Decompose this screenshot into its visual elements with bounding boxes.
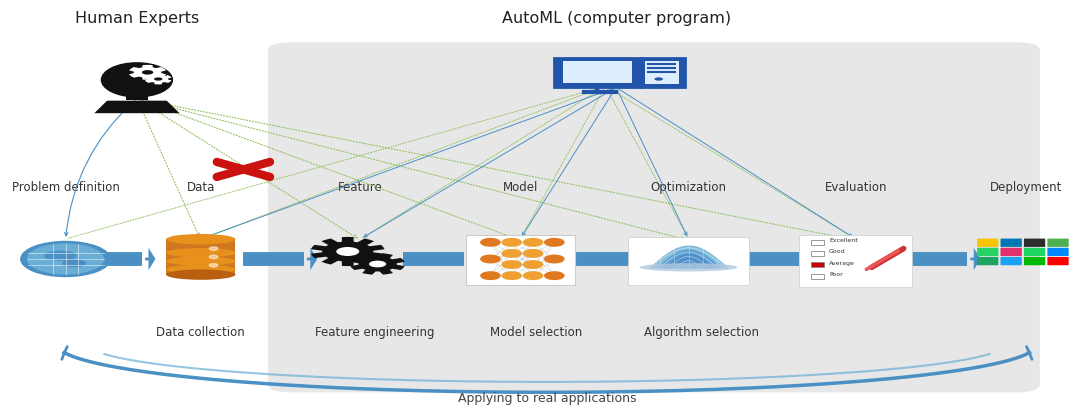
Circle shape xyxy=(336,247,360,256)
Ellipse shape xyxy=(166,265,235,274)
Circle shape xyxy=(544,239,564,246)
Text: Problem definition: Problem definition xyxy=(12,181,120,194)
Circle shape xyxy=(544,255,564,263)
Ellipse shape xyxy=(166,248,235,257)
FancyBboxPatch shape xyxy=(1048,257,1068,265)
Polygon shape xyxy=(145,74,172,84)
Text: Data: Data xyxy=(187,181,215,194)
Ellipse shape xyxy=(44,251,76,260)
FancyBboxPatch shape xyxy=(640,58,686,87)
Text: Algorithm selection: Algorithm selection xyxy=(644,326,759,339)
Circle shape xyxy=(21,242,110,276)
FancyBboxPatch shape xyxy=(977,257,998,265)
Circle shape xyxy=(28,244,104,274)
FancyBboxPatch shape xyxy=(811,240,824,245)
Circle shape xyxy=(544,272,564,279)
Circle shape xyxy=(369,260,387,268)
Circle shape xyxy=(502,250,522,257)
Circle shape xyxy=(502,261,522,268)
FancyBboxPatch shape xyxy=(465,235,575,285)
Ellipse shape xyxy=(166,257,235,266)
Polygon shape xyxy=(94,101,179,113)
Circle shape xyxy=(524,261,542,268)
Circle shape xyxy=(481,272,500,279)
FancyBboxPatch shape xyxy=(627,237,750,285)
Text: Feature engineering: Feature engineering xyxy=(314,326,434,339)
Text: Human Experts: Human Experts xyxy=(75,11,199,26)
Circle shape xyxy=(502,239,522,246)
Circle shape xyxy=(210,247,218,250)
Circle shape xyxy=(141,70,153,74)
FancyBboxPatch shape xyxy=(811,273,824,278)
Text: Excellent: Excellent xyxy=(829,238,858,243)
Circle shape xyxy=(654,77,663,81)
FancyBboxPatch shape xyxy=(1000,239,1022,247)
FancyBboxPatch shape xyxy=(977,248,998,256)
FancyBboxPatch shape xyxy=(1000,248,1022,256)
FancyBboxPatch shape xyxy=(1048,239,1068,247)
Ellipse shape xyxy=(639,263,738,272)
FancyBboxPatch shape xyxy=(1048,248,1068,256)
FancyBboxPatch shape xyxy=(554,58,640,87)
FancyBboxPatch shape xyxy=(268,42,1040,393)
FancyBboxPatch shape xyxy=(1024,248,1045,256)
Circle shape xyxy=(524,250,542,257)
Polygon shape xyxy=(129,65,166,80)
Text: Applying to real applications: Applying to real applications xyxy=(458,392,636,405)
Ellipse shape xyxy=(166,270,235,280)
Text: Feature: Feature xyxy=(338,181,383,194)
Circle shape xyxy=(210,255,218,259)
FancyBboxPatch shape xyxy=(1024,239,1045,247)
Circle shape xyxy=(524,272,542,279)
FancyBboxPatch shape xyxy=(563,61,632,83)
Circle shape xyxy=(524,239,542,246)
FancyBboxPatch shape xyxy=(811,263,824,268)
FancyBboxPatch shape xyxy=(1024,257,1045,265)
FancyBboxPatch shape xyxy=(166,239,235,275)
FancyBboxPatch shape xyxy=(126,92,148,100)
Text: Good: Good xyxy=(829,250,846,255)
Ellipse shape xyxy=(100,62,173,97)
FancyBboxPatch shape xyxy=(799,235,913,287)
FancyBboxPatch shape xyxy=(977,239,998,247)
FancyBboxPatch shape xyxy=(645,61,679,84)
Circle shape xyxy=(481,255,500,263)
Text: Deployment: Deployment xyxy=(990,181,1063,194)
Text: Poor: Poor xyxy=(829,272,842,277)
Text: Optimization: Optimization xyxy=(650,181,727,194)
Ellipse shape xyxy=(63,260,85,267)
Ellipse shape xyxy=(166,234,235,245)
Text: Model: Model xyxy=(502,181,538,194)
Text: Data collection: Data collection xyxy=(157,326,245,339)
Text: Average: Average xyxy=(829,261,855,266)
Text: Model selection: Model selection xyxy=(490,326,582,339)
Polygon shape xyxy=(350,253,405,275)
FancyBboxPatch shape xyxy=(1000,257,1022,265)
Circle shape xyxy=(481,239,500,246)
Circle shape xyxy=(502,272,522,279)
Text: Evaluation: Evaluation xyxy=(824,181,887,194)
Polygon shape xyxy=(311,237,384,266)
Text: AutoML (computer program): AutoML (computer program) xyxy=(501,11,731,26)
Circle shape xyxy=(154,77,162,81)
Circle shape xyxy=(210,264,218,267)
FancyBboxPatch shape xyxy=(811,251,824,256)
